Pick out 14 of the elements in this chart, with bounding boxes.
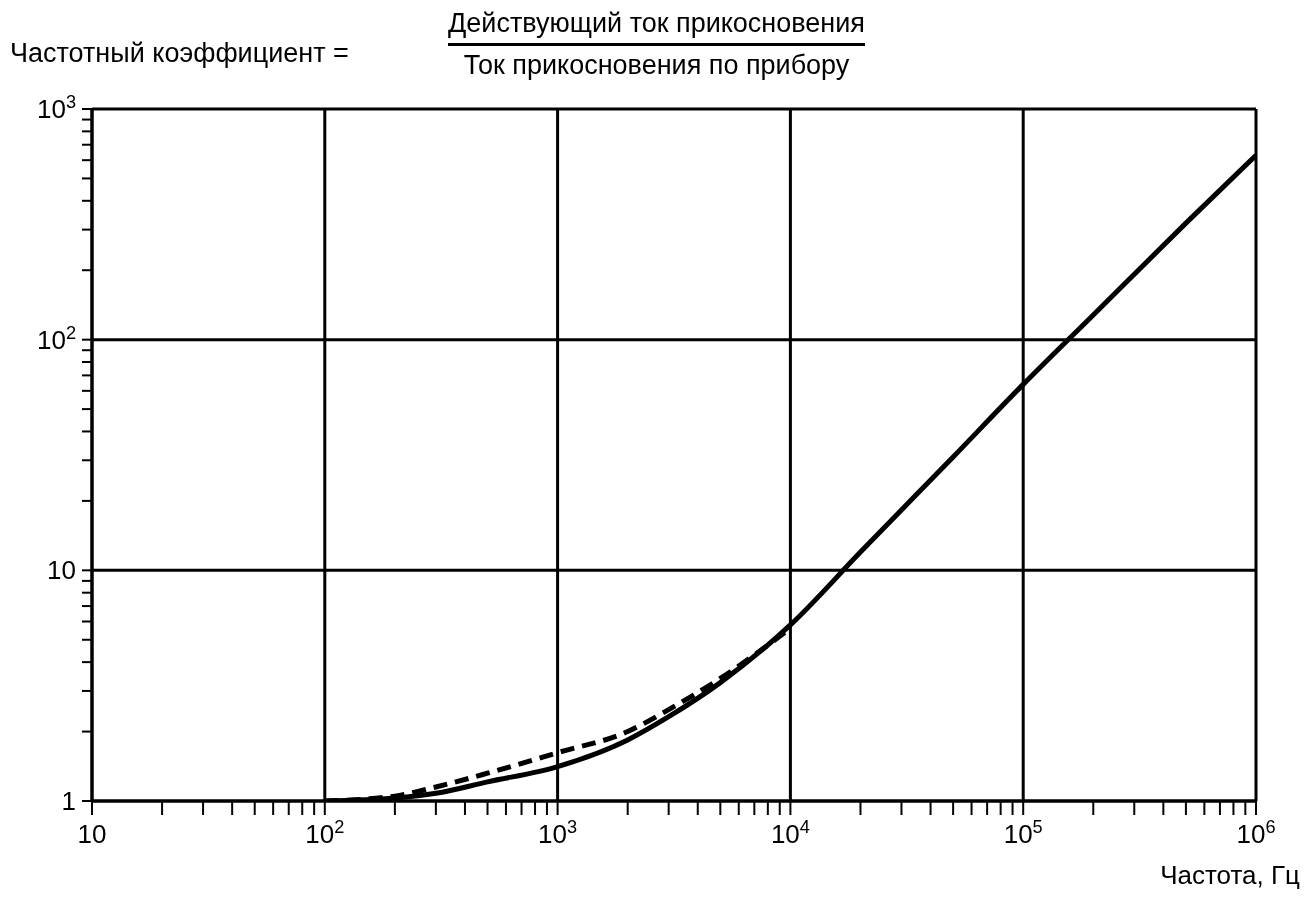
x-tick-label: 10$^{2}$ [305,817,345,849]
x-tick-label: 10 [77,819,107,849]
y-tick-label: 10 [47,555,76,586]
x-axis-title: Частота, Гц [1160,860,1300,891]
text: Действующий ток прикосновения [448,8,865,40]
x-tick-label: 10$^{6}$ [1236,817,1276,849]
text: Ток прикосновения по прибору [463,49,850,81]
x-tick-label: 10$^{3}$ [538,817,578,849]
x-tick-label: 10$^{4}$ [770,817,810,849]
chart-title: Частотный коэффициент = [10,38,349,69]
x-tick-label: 10$^{5}$ [1003,817,1043,849]
y-tick-label: 10$^{2}$ [36,322,76,355]
y-tick-label: 1 [61,786,76,816]
y-tick-label: 10$^{3}$ [36,92,76,124]
